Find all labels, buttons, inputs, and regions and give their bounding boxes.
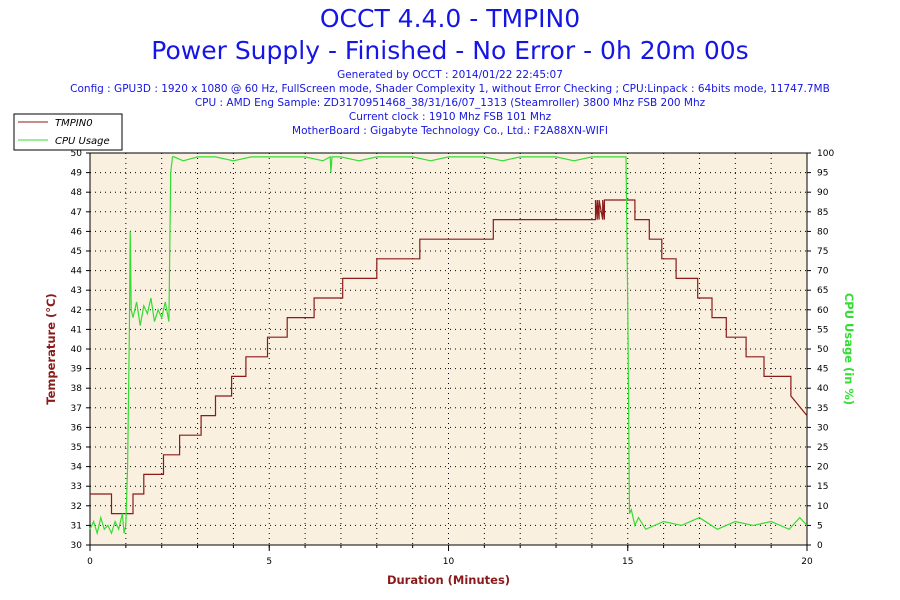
y2-tick-label: 80 xyxy=(817,227,829,237)
gridlines xyxy=(90,153,807,545)
info-config: Config : GPU3D : 1920 x 1080 @ 60 Hz, Fu… xyxy=(70,83,830,95)
y-tick-label: 48 xyxy=(71,188,83,198)
axes: 30 31 32 33 34 35 36 37 38 39 40 41 42 43 44 45 46 47 48 49… xyxy=(71,149,835,567)
info-generated: Generated by OCCT : 2014/01/22 22:45:07 xyxy=(337,69,563,81)
y-tick-label: 46 xyxy=(71,227,83,237)
y2-tick-label: 15 xyxy=(817,482,828,492)
y2-tick-label: 85 xyxy=(817,208,828,218)
y-tick-label: 33 xyxy=(71,482,82,492)
chart-subtitle: Power Supply - Finished - No Error - 0h … xyxy=(151,36,749,65)
x-tick-label: 20 xyxy=(801,557,813,567)
legend-label-cpu-usage: CPU Usage xyxy=(55,136,110,147)
y-tick-label: 38 xyxy=(71,384,83,394)
info-motherboard: MotherBoard : Gigabyte Technology Co., L… xyxy=(292,125,608,137)
y2-tick-label: 25 xyxy=(817,443,828,453)
y-tick-label: 43 xyxy=(71,286,82,296)
legend-box xyxy=(13,113,123,151)
y2-tick-label: 75 xyxy=(817,247,828,257)
y-tick-label: 49 xyxy=(71,169,83,179)
y-tick-label: 47 xyxy=(71,208,82,218)
y2-tick-label: 100 xyxy=(817,149,834,159)
y-tick-label: 41 xyxy=(71,325,82,335)
x-tick-label: 10 xyxy=(443,557,455,567)
info-clock: Current clock : 1910 Mhz FSB 101 Mhz xyxy=(348,111,552,123)
y2-tick-label: 70 xyxy=(817,267,829,277)
y-tick-label: 39 xyxy=(71,365,83,375)
y2-tick-label: 45 xyxy=(817,365,828,375)
info-cpu: CPU : AMD Eng Sample: ZD3170951468_38/31… xyxy=(194,97,706,109)
x-tick-label: 5 xyxy=(266,557,272,567)
chart-title: OCCT 4.4.0 - TMPIN0 xyxy=(319,4,581,33)
y-tick-label: 40 xyxy=(71,345,83,355)
legend-label-tmpin0: TMPIN0 xyxy=(55,118,93,129)
x-tick-label: 0 xyxy=(87,557,93,567)
x-axis-label: Duration (Minutes) xyxy=(387,573,510,587)
y-tick-label: 36 xyxy=(71,423,83,433)
y2-tick-label: 35 xyxy=(817,404,828,414)
y-tick-label: 34 xyxy=(71,463,83,473)
y2-tick-label: 60 xyxy=(817,306,829,316)
y2-tick-label: 40 xyxy=(817,384,829,394)
y-tick-label: 50 xyxy=(71,149,83,159)
legend: TMPIN0 CPU Usage xyxy=(13,113,123,151)
y2-tick-label: 90 xyxy=(817,188,829,198)
y2-tick-label: 65 xyxy=(817,286,828,296)
y2-tick-label: 55 xyxy=(817,325,828,335)
y2-tick-label: 10 xyxy=(817,502,829,512)
series-layer xyxy=(89,155,808,536)
y2-tick-label: 95 xyxy=(817,169,828,179)
x-tick-label: 15 xyxy=(622,557,633,567)
y-tick-label: 35 xyxy=(71,443,82,453)
y2-tick-label: 20 xyxy=(817,463,829,473)
y-tick-label: 42 xyxy=(71,306,82,316)
y-tick-label: 31 xyxy=(71,521,82,531)
y2-axis-label: CPU Usage (in %) xyxy=(842,293,856,405)
y-tick-label: 30 xyxy=(71,541,83,551)
y2-tick-label: 0 xyxy=(817,541,823,551)
series-line-cpu-usage xyxy=(89,155,808,536)
y-tick-label: 37 xyxy=(71,404,82,414)
series-line-tmpin0 xyxy=(90,199,808,515)
y-tick-label: 45 xyxy=(71,247,82,257)
y-tick-label: 32 xyxy=(71,502,82,512)
plot-frame xyxy=(89,152,808,546)
y-tick-label: 44 xyxy=(71,267,83,277)
y2-tick-label: 50 xyxy=(817,345,829,355)
y2-tick-label: 5 xyxy=(817,521,823,531)
y2-tick-label: 30 xyxy=(817,423,829,433)
y-axis-label: Temperature (°C) xyxy=(44,293,58,404)
